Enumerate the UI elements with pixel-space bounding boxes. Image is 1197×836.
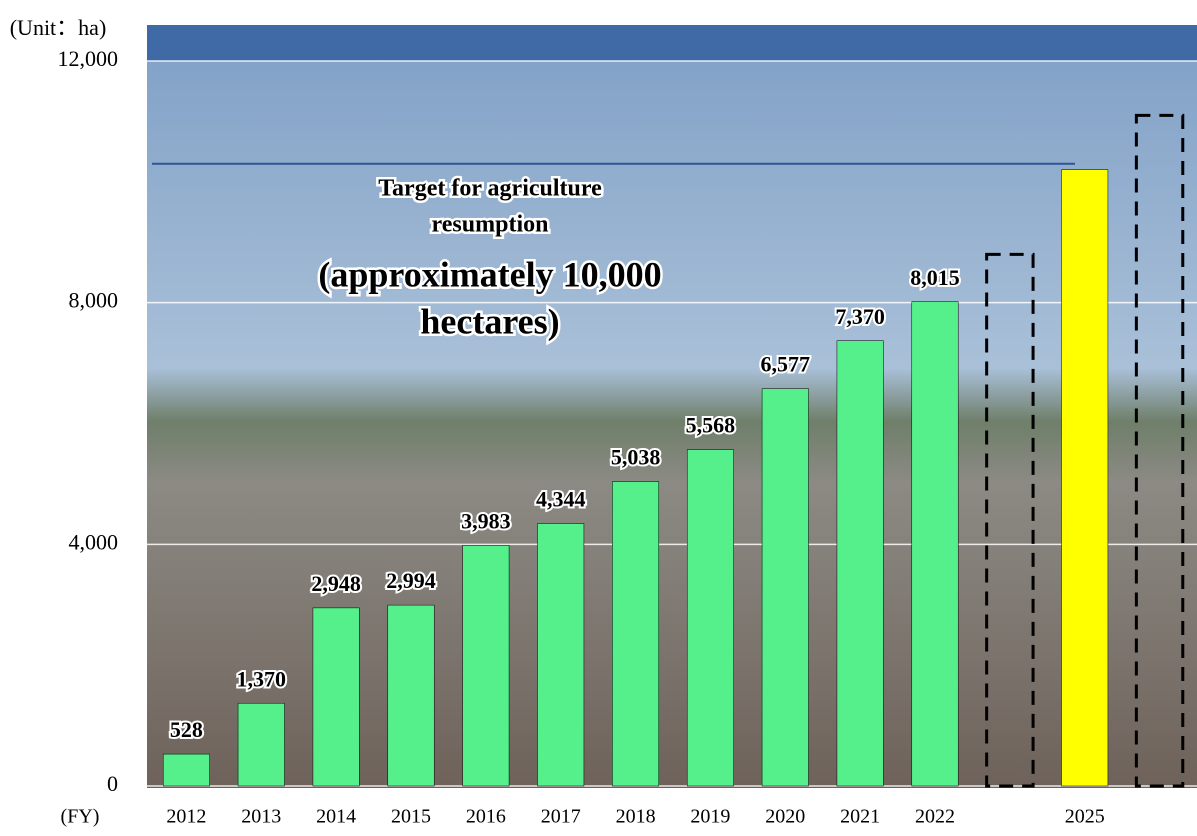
bar [687,450,733,786]
x-tick-label: 2018 [616,806,656,828]
value-label: 528 [170,717,203,742]
bar [388,605,434,786]
bar [1062,170,1108,786]
value-label: 5,038 [611,445,661,470]
annotation: Target for agriculture [378,176,602,202]
annotation: hectares) [420,301,559,341]
bar [538,524,584,786]
bar [612,482,658,786]
x-tick-label: 2014 [316,806,356,828]
x-tick-label: 2016 [466,806,506,828]
value-label: 7,370 [835,304,885,329]
value-label: 4,344 [536,487,586,512]
value-label: 3,983 [461,508,511,533]
bar [762,389,808,786]
value-label: 2,948 [311,571,361,596]
top-band [147,25,1197,61]
x-tick-label: 2021 [840,806,880,828]
x-tick-label: 2019 [690,806,730,828]
plot-background [147,25,1197,788]
bar [163,754,209,786]
value-label: 5,568 [686,413,736,438]
bar [238,703,284,786]
y-tick-label: 4,000 [69,529,119,554]
x-axis-label: (FY) [61,806,100,828]
bar [463,545,509,786]
chart: (Unit：ha) (FY) 0 4,000 8,000 12,000 Target f… [0,0,1197,836]
y-tick-label: 0 [107,771,118,796]
y-tick-label: 12,000 [58,46,119,71]
x-tick-label: 2013 [241,806,281,828]
value-label: 1,370 [237,666,287,691]
x-tick-label: 2017 [541,806,581,828]
bar [313,608,359,786]
x-tick-label: 2025 [1065,806,1105,828]
value-label: 8,015 [910,265,960,290]
x-tick-label: 2015 [391,806,431,828]
x-tick-label: 2020 [765,806,805,828]
annotation: (approximately 10,000 [318,254,661,294]
x-tick-label: 2012 [166,806,206,828]
x-tick-label: 2022 [915,806,955,828]
bar [837,341,883,786]
annotation: resumption [432,212,549,238]
y-tick-label: 8,000 [69,288,119,313]
value-label: 2,994 [386,568,436,593]
value-label: 6,577 [761,352,811,377]
bar [912,302,958,786]
unit-label: (Unit：ha) [10,15,107,40]
